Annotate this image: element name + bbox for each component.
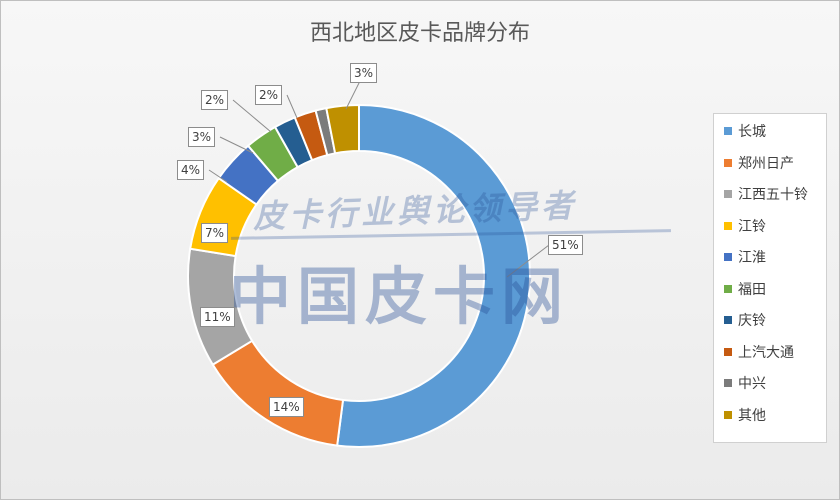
legend-swatch: [724, 253, 732, 261]
legend-swatch: [724, 347, 732, 356]
legend-label: 江铃: [738, 218, 766, 235]
data-label-7: 2%: [201, 90, 229, 110]
leader-line-5: [208, 169, 228, 183]
legend-item: 上汽大通: [724, 343, 794, 361]
leader-line-8: [286, 94, 298, 119]
data-label-10: 3%: [350, 63, 378, 83]
data-label-4: 7%: [201, 223, 229, 243]
donut-slice-1: [336, 103, 532, 448]
legend-item: 江西五十铃: [724, 185, 808, 203]
leader-line-1: [506, 244, 550, 278]
data-label-1: 51%: [548, 235, 583, 255]
legend-label: 郑州日产: [738, 155, 794, 172]
legend-item: 江淮: [724, 248, 766, 266]
chart-title: 西北地区皮卡品牌分布: [309, 21, 530, 46]
legend-label: 江西五十铃: [738, 187, 808, 203]
legend-label: 中兴: [738, 376, 766, 392]
legend-swatch: [724, 158, 732, 167]
data-label-3: 11%: [200, 307, 235, 327]
legend-swatch: [724, 190, 732, 198]
legend-swatch: [724, 316, 732, 324]
legend-item: 郑州日产: [724, 154, 794, 172]
legend-item: 福田: [724, 280, 766, 298]
data-label-2: 14%: [269, 397, 304, 417]
donut-slice-10: [325, 103, 360, 155]
leader-line-10: [345, 78, 362, 110]
legend-label: 庆铃: [738, 313, 766, 329]
legend-item: 江铃: [724, 217, 766, 235]
legend-item: 其他: [724, 406, 766, 424]
legend-swatch: [724, 127, 732, 135]
legend-swatch: [724, 410, 732, 419]
legend-swatch: [724, 379, 732, 387]
legend-item: 中兴: [724, 374, 766, 392]
legend-swatch: [724, 284, 732, 293]
legend-label: 福田: [738, 281, 766, 298]
leader-line-6: [219, 136, 254, 154]
legend-swatch: [724, 221, 732, 230]
data-label-6: 3%: [188, 127, 216, 147]
data-label-8: 2%: [255, 85, 283, 105]
legend-label: 江淮: [738, 250, 766, 266]
leader-line-7: [232, 99, 272, 133]
chart-legend: 长城郑州日产江西五十铃江铃江淮福田庆铃上汽大通中兴其他: [713, 113, 827, 443]
legend-label: 其他: [738, 407, 766, 424]
data-label-5: 4%: [177, 160, 205, 180]
legend-label: 上汽大通: [738, 344, 794, 361]
legend-item: 庆铃: [724, 311, 766, 329]
donut-slice-2: [211, 339, 345, 447]
legend-item: 长城: [724, 122, 766, 140]
legend-label: 长城: [738, 124, 766, 140]
